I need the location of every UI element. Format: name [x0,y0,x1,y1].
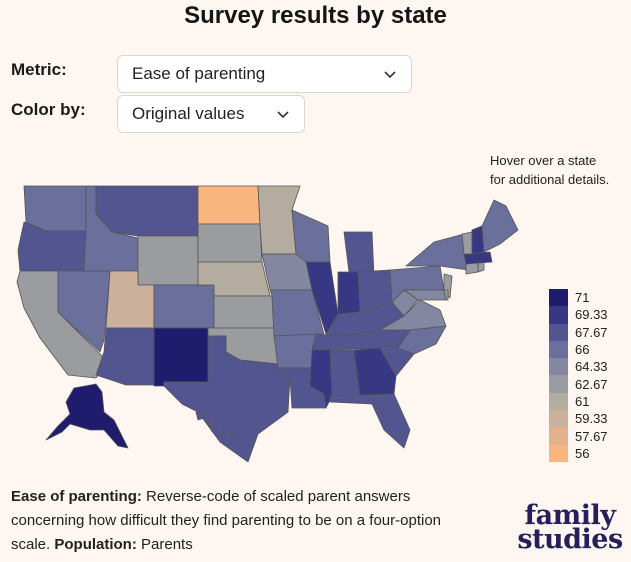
color-by-label: Color by: [11,100,86,119]
legend-swatch [549,340,568,359]
chevron-down-icon [384,71,396,79]
state-montana[interactable] [95,185,199,237]
metric-label: Metric: [11,60,67,79]
legend-swatch [549,427,568,445]
chevron-down-icon [277,111,289,119]
legend-item: 61 [549,392,608,411]
legend-swatch [549,410,568,428]
state-vermont[interactable] [461,231,473,255]
us-states-map [16,185,519,462]
logo-line: family [524,500,616,531]
legend-item: 67.67 [549,323,608,341]
legend-label: 59.33 [575,411,608,427]
state-florida[interactable] [329,393,411,449]
legend-item: 62.67 [549,375,608,393]
logo-line: studies [517,524,623,555]
state-maryland[interactable] [403,289,447,301]
population-value: Parents [141,536,193,553]
state-rhode-island[interactable] [477,261,485,273]
population-label: Population: [54,536,137,553]
legend-label: 61 [575,393,590,409]
legend-item: 59.33 [549,410,608,428]
metric-select-value: Ease of parenting [132,64,266,83]
hover-hint-line: for additional details. [490,172,610,187]
state-new-york[interactable] [405,233,469,271]
color-legend: 71 69.33 67.67 66 64.33 62.67 61 59.33 57.67 56 [549,289,608,462]
state-delaware[interactable] [443,289,449,301]
legend-label: 64.33 [575,359,608,375]
legend-label: 67.67 [575,324,608,340]
legend-label: 62.67 [575,376,608,392]
legend-swatch [549,444,568,462]
legend-swatch [549,289,568,307]
legend-label: 69.33 [575,307,608,323]
state-kansas[interactable] [213,295,275,329]
legend-label: 71 [575,290,590,306]
state-washington[interactable] [23,185,87,232]
legend-swatch [549,323,568,341]
state-hawaii[interactable] [195,411,233,445]
state-indiana[interactable] [337,271,361,315]
state-north-dakota[interactable] [197,185,261,225]
legend-label: 56 [575,445,590,461]
legend-swatch [549,375,568,393]
legend-label: 57.67 [575,428,608,444]
legend-item: 71 [549,289,608,307]
legend-item: 56 [549,444,608,462]
hover-hint: Hover over a state for additional detail… [490,151,609,189]
state-wisconsin[interactable] [291,209,331,263]
metric-description: Ease of parenting: Reverse-code of scale… [11,485,461,557]
metric-name: Ease of parenting: [11,488,142,505]
metric-text: Reverse-code of scaled parent answers co… [11,488,442,553]
color-by-select-value: Original values [132,104,245,123]
state-colorado[interactable] [153,284,215,329]
state-georgia[interactable] [353,347,397,397]
state-wyoming[interactable] [137,235,199,286]
legend-item: 64.33 [549,358,608,376]
legend-swatch [549,358,568,376]
state-arkansas[interactable] [273,333,317,369]
metric-select[interactable]: Ease of parenting [117,55,412,93]
page-title: Survey results by state [184,2,447,29]
color-by-select[interactable]: Original values [117,95,305,133]
legend-swatch [549,306,568,324]
state-texas[interactable] [163,335,291,462]
legend-swatch [549,392,568,411]
hover-hint-line: Hover over a state [490,153,597,168]
legend-item: 66 [549,340,608,359]
legend-item: 69.33 [549,306,608,324]
legend-item: 57.67 [549,427,608,445]
legend-label: 66 [575,342,590,358]
family-studies-logo: family studies [512,500,628,555]
state-alaska[interactable] [45,383,129,449]
state-south-dakota[interactable] [197,223,263,263]
state-new-mexico[interactable] [153,327,209,387]
state-maine[interactable] [481,199,519,253]
state-north-carolina[interactable] [397,325,447,355]
